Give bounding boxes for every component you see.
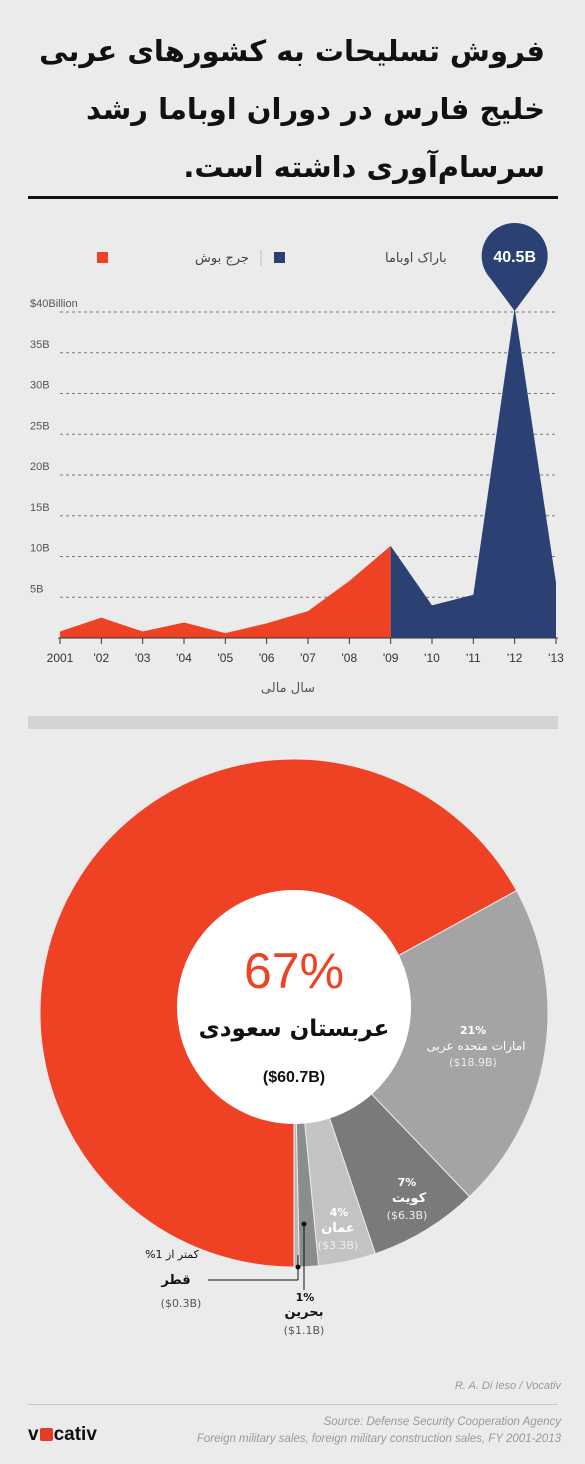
y-tick-label: 20B [30,461,50,473]
center-country: عربستان سعودی [199,1016,390,1042]
peak-value-label: 40.5B [493,249,536,266]
legend-label-bush: جرج بوش [195,251,249,266]
oman-name: عمان [321,1221,355,1236]
y-tick-label: $40Billion [30,298,78,310]
bahrain-name: بحرین [285,1305,324,1320]
slice-uae [293,889,549,1198]
x-tick-label: '08 [342,651,358,665]
kuwait-percent: 7% [398,1176,417,1189]
author-credit: R. A. Di Ieso / Vocativ [454,1380,561,1392]
donut-center [177,890,411,1124]
x-tick-label: '03 [135,651,151,665]
vocativ-logo: v cativ [28,1424,97,1446]
bahrain-percent: 1% [296,1291,315,1304]
qatar-leader-dot [295,1264,301,1270]
y-tick-label: 25B [30,420,50,432]
y-tick-label: 5B [30,583,43,595]
x-tick-label: '10 [424,651,440,665]
source-note: Foreign military sales, foreign military… [196,1433,561,1445]
source-line: Source: Defense Security Cooperation Age… [323,1416,561,1428]
kuwait-amount: ($6.3B) [387,1209,428,1222]
x-tick-label: '06 [259,651,275,665]
logo-mark-icon [39,1428,53,1441]
logo-text-start: v [28,1424,39,1445]
x-tick-label: '05 [218,651,234,665]
logo-text-end: cativ [53,1424,97,1445]
peak-pin-icon [481,223,548,289]
oman-percent: 4% [330,1206,349,1219]
y-tick-label: 10B [30,543,50,555]
uae-amount: ($18.9B) [449,1056,497,1069]
page-title: فروش تسلیحات به کشورهای عربی خلیج فارس د… [39,34,545,184]
bahrain-leader-dot [301,1221,307,1227]
footer-divider [28,1404,558,1405]
x-tick-label: '09 [383,651,399,665]
center-percent: 67% [244,943,344,999]
y-tick-label: 15B [30,502,50,514]
arms-sales-area-chart: 5B 10B 15B 20B 25B 30B 35B $40Billion 2001 '02 '03… [30,223,564,696]
y-tick-label: 35B [30,339,50,351]
uae-percent: 21% [460,1024,486,1037]
center-value: ($60.7B) [263,1069,325,1086]
x-tick-label: '13 [548,651,564,665]
x-tick-label: '12 [507,651,523,665]
section-divider [28,716,558,729]
legend-label-obama: باراک اوباما [385,251,447,266]
y-tick-label: 30B [30,380,50,392]
qatar-percent: کمتر از 1% [145,1248,200,1261]
qatar-amount: ($0.3B) [161,1297,202,1310]
x-tick-label: '04 [176,651,192,665]
title-divider [28,196,558,199]
obama-area [390,307,556,638]
x-tick-label: '02 [94,651,110,665]
legend-swatch-bush [97,252,108,263]
oman-amount: ($3.3B) [318,1239,359,1252]
uae-name: امارات متحده عربی [427,1039,526,1054]
x-tick-label: 2001 [47,651,74,665]
x-tick-label: '11 [466,651,481,665]
bush-area [60,545,391,638]
x-tick-label: '07 [300,651,316,665]
x-axis-title: سال مالی [261,681,315,696]
qatar-name: قطر [160,1273,190,1288]
bahrain-amount: ($1.1B) [284,1324,325,1337]
kuwait-name: کویت [392,1191,427,1206]
legend-swatch-obama [274,252,285,263]
